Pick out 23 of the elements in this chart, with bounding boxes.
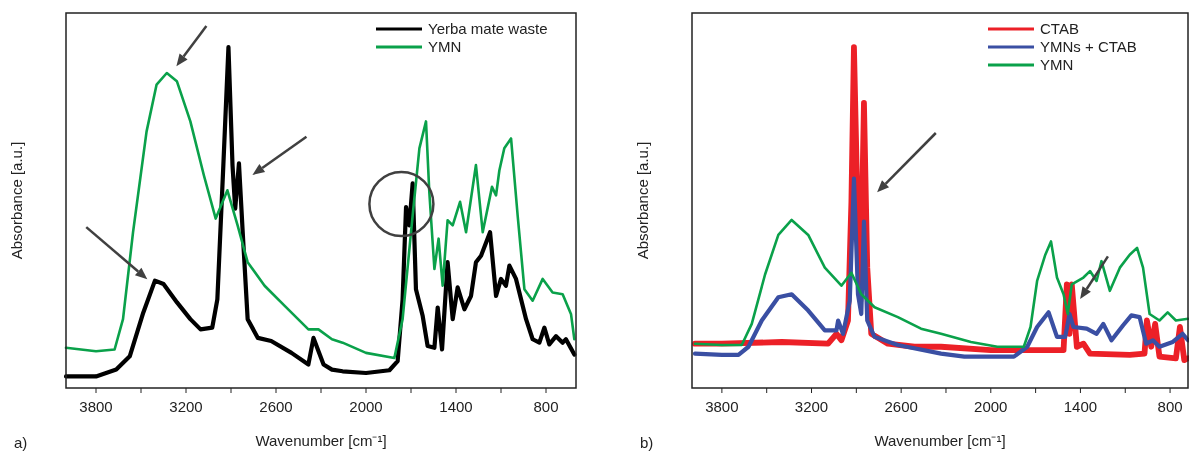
- text: a): [14, 434, 28, 451]
- x-tick-label: 3200: [794, 398, 829, 415]
- x-tick-label: 800: [533, 398, 559, 415]
- x-tick-label: 3800: [705, 398, 739, 415]
- legend-label: CTAB: [1040, 20, 1079, 37]
- legend-label: Yerba mate waste: [428, 20, 548, 37]
- text: b): [640, 434, 654, 451]
- x-tick-label: 2600: [884, 398, 918, 415]
- x-tick-label: 3200: [169, 398, 203, 415]
- x-tick-label: 800: [1157, 398, 1183, 415]
- x-tick-label: 2000: [974, 398, 1008, 415]
- legend-label: YMNs + CTAB: [1040, 38, 1137, 55]
- legend-label: YMN: [428, 38, 462, 55]
- x-axis-title: Wavenumber [cm⁻¹]: [874, 432, 1006, 449]
- x-tick-label: 1400: [1063, 398, 1098, 415]
- y-axis-title: Absorbance [a.u.]: [8, 141, 25, 260]
- x-tick-label: 3800: [79, 398, 113, 415]
- legend-label: YMN: [1040, 56, 1074, 73]
- x-tick-label: 2600: [259, 398, 293, 415]
- x-axis-title: Wavenumber [cm⁻¹]: [255, 432, 387, 449]
- y-axis-title: Absorbance [a.u.]: [634, 141, 651, 260]
- x-tick-label: 1400: [439, 398, 473, 415]
- x-tick-label: 2000: [349, 398, 383, 415]
